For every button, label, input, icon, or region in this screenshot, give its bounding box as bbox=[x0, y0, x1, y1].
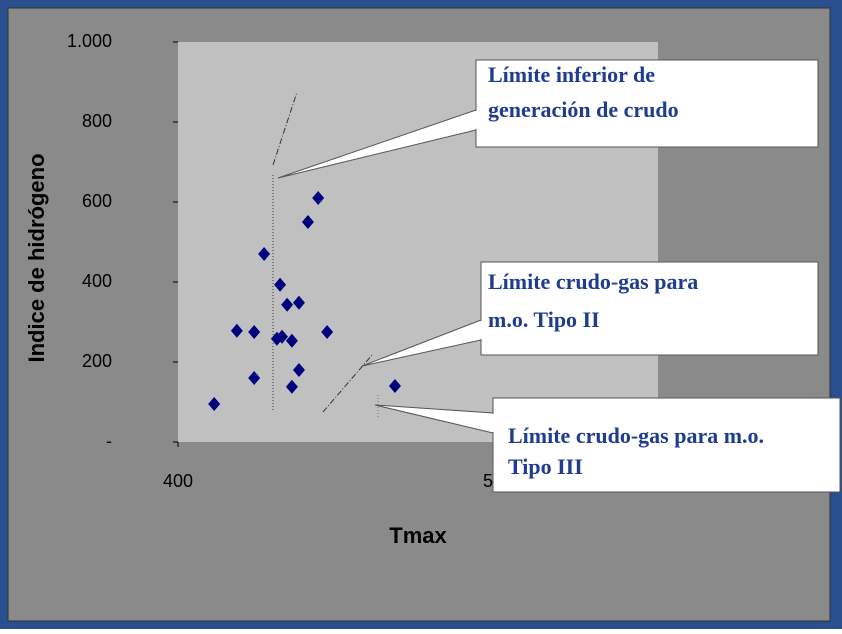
y-axis-title: Indice de hidrógeno bbox=[24, 153, 49, 362]
annotation: generación de crudo bbox=[488, 97, 679, 122]
point bbox=[285, 333, 298, 348]
callout: Límite inferior de generación de crudo bbox=[277, 59, 819, 179]
point bbox=[321, 325, 334, 339]
callout: Límite crudo-gas para m.o. Tipo II bbox=[361, 261, 819, 367]
point bbox=[274, 277, 287, 292]
point bbox=[281, 297, 294, 312]
point bbox=[276, 329, 288, 344]
point bbox=[248, 371, 261, 385]
annotation: Límite inferior de bbox=[488, 62, 655, 87]
point bbox=[248, 325, 261, 339]
point bbox=[292, 295, 305, 310]
point bbox=[292, 363, 305, 377]
point bbox=[312, 191, 325, 205]
annotation: Límite crudo-gas para bbox=[488, 269, 698, 294]
y-tick-label: 1.000 bbox=[67, 31, 112, 51]
y-tick-label: - bbox=[106, 431, 112, 451]
y-tick-label: 200 bbox=[82, 351, 112, 371]
annotation: Límite crudo-gas para m.o. bbox=[508, 423, 764, 448]
x-axis-title: Tmax bbox=[389, 523, 447, 548]
point bbox=[230, 323, 243, 338]
point bbox=[258, 247, 271, 261]
annotation: Tipo III bbox=[508, 454, 583, 479]
point bbox=[285, 379, 298, 394]
y-tick-label: 600 bbox=[82, 191, 112, 211]
callout: Límite crudo-gas para m.o. Tipo III bbox=[374, 397, 841, 493]
point bbox=[208, 397, 221, 411]
y-tick-label: 400 bbox=[82, 271, 112, 291]
annotation: m.o. Tipo II bbox=[488, 307, 600, 332]
limit-line bbox=[322, 354, 373, 413]
x-tick-label: 400 bbox=[163, 471, 193, 491]
point bbox=[388, 379, 401, 393]
limit-line bbox=[272, 91, 298, 166]
y-tick-label: 800 bbox=[82, 111, 112, 131]
point bbox=[301, 215, 314, 229]
